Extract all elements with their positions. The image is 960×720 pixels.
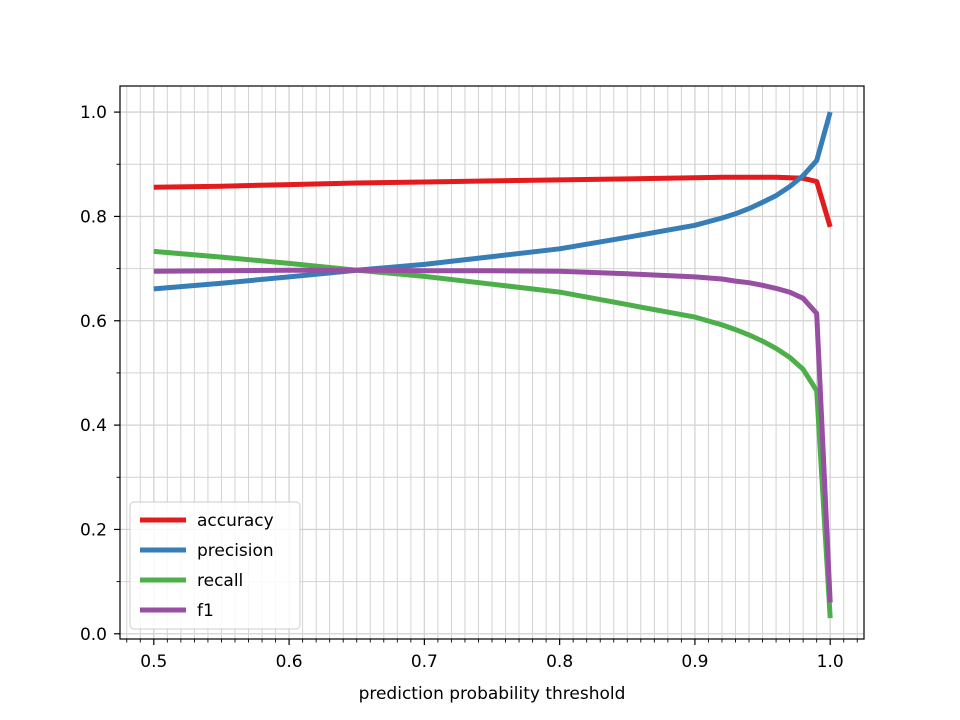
x-tick-label: 1.0	[817, 652, 844, 672]
y-tick-label: 0.2	[80, 520, 107, 540]
legend: accuracy precision recall f1	[129, 501, 301, 630]
x-tick-label: 0.6	[276, 652, 303, 672]
y-tick-label: 0.6	[80, 312, 107, 332]
legend-label-accuracy: accuracy	[197, 511, 274, 531]
x-tick-label: 0.9	[681, 652, 708, 672]
y-tick-label: 0.0	[80, 625, 107, 645]
x-axis-label: prediction probability threshold	[359, 684, 626, 704]
legend-label-recall: recall	[197, 571, 243, 591]
y-axis-ticks: 0.0 0.2 0.4 0.6 0.8 1.0	[80, 103, 120, 645]
series-line-accuracy	[153, 174, 833, 228]
x-tick-label: 0.5	[140, 652, 167, 672]
y-tick-label: 1.0	[80, 103, 107, 123]
y-tick-label: 0.4	[80, 416, 107, 436]
series-lines	[153, 111, 833, 619]
y-tick-label: 0.8	[80, 207, 107, 227]
x-tick-label: 0.7	[411, 652, 438, 672]
grid	[120, 86, 864, 639]
x-tick-label: 0.8	[546, 652, 573, 672]
legend-box	[129, 501, 301, 630]
legend-label-f1: f1	[197, 601, 214, 621]
legend-label-precision: precision	[197, 541, 274, 561]
series-line-f1	[153, 267, 833, 603]
x-axis-ticks: 0.5 0.6 0.7 0.8 0.9 1.0	[126, 639, 858, 672]
